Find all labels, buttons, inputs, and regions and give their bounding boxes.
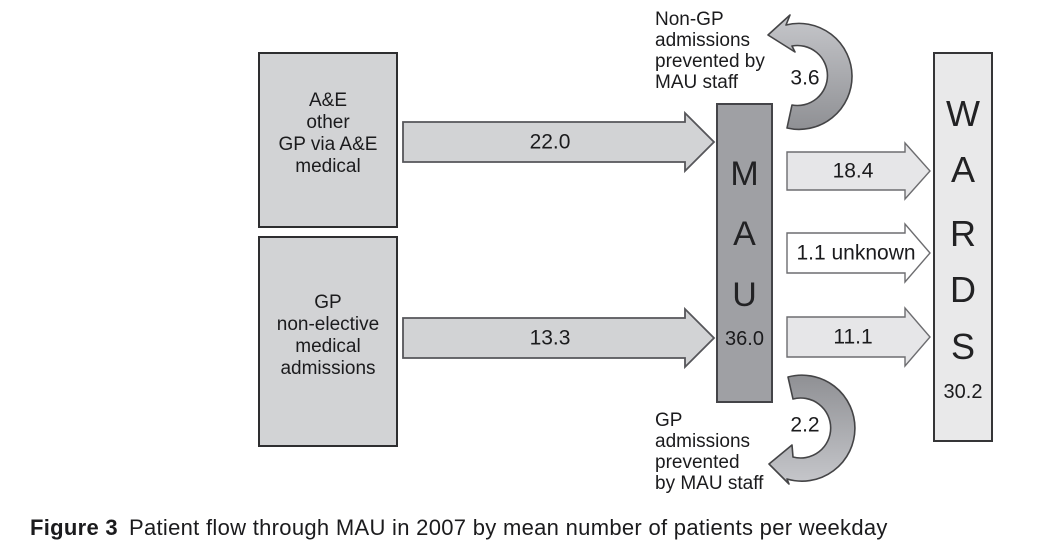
flow-value-mau-to-wards-lower: 11.1 bbox=[833, 325, 873, 349]
mau-letter: A bbox=[733, 215, 756, 253]
annotation-line: GP bbox=[655, 410, 683, 431]
annotation-non-gp-prevented: Non-GP admissions prevented by MAU staff bbox=[655, 9, 765, 93]
flow-value-ae-to-mau: 22.0 bbox=[529, 130, 571, 154]
wards-letter: S bbox=[950, 326, 975, 367]
source-box-ae-line: GP via A&E bbox=[278, 134, 378, 155]
source-box-gp-line: admissions bbox=[280, 358, 376, 379]
source-box-gp: GP non-elective medical admissions bbox=[258, 236, 398, 447]
annotation-line: MAU staff bbox=[655, 72, 739, 93]
mau-letter: M bbox=[730, 155, 759, 193]
wards-letter: W bbox=[946, 93, 980, 134]
curved-arrow-gp-prevented bbox=[768, 374, 856, 485]
mau-box: M A U 36.0 bbox=[716, 103, 773, 403]
figure-caption: Figure 3 Patient flow through MAU in 2007… bbox=[30, 515, 888, 541]
caption-label: Figure 3 bbox=[30, 515, 118, 540]
annotation-line: admissions bbox=[655, 431, 751, 452]
source-box-gp-line: non-elective bbox=[276, 314, 380, 335]
source-box-ae: A&E other GP via A&E medical bbox=[258, 52, 398, 228]
flow-value-gp-to-mau: 13.3 bbox=[529, 326, 571, 350]
source-box-ae-line: other bbox=[306, 112, 350, 133]
flow-arrow-mau-to-wards-upper bbox=[786, 141, 931, 201]
wards-letter: R bbox=[950, 213, 976, 254]
flow-value-non-gp-prevented: 3.6 bbox=[790, 66, 820, 90]
annotation-line: by MAU staff bbox=[655, 473, 764, 494]
wards-letter: D bbox=[950, 269, 976, 310]
flow-arrow-ae-to-mau bbox=[402, 110, 716, 174]
flow-value-mau-to-wards-upper: 18.4 bbox=[832, 159, 874, 183]
flow-arrow-mau-to-wards-lower bbox=[786, 306, 931, 368]
caption-text: Patient flow through MAU in 2007 by mean… bbox=[128, 515, 888, 540]
annotation-line: prevented bbox=[655, 452, 740, 473]
annotation-line: prevented by bbox=[655, 51, 765, 72]
annotation-line: admissions bbox=[655, 30, 751, 51]
source-box-gp-line: medical bbox=[295, 336, 361, 357]
source-box-ae-line: A&E bbox=[308, 90, 348, 111]
wards-letter: A bbox=[950, 149, 975, 190]
mau-total: 36.0 bbox=[725, 328, 764, 350]
flow-arrow-mau-to-wards-unknown bbox=[786, 222, 931, 284]
flow-value-mau-to-wards-unknown: 1.1 unknown bbox=[796, 241, 916, 265]
annotation-gp-prevented: GP admissions prevented by MAU staff bbox=[655, 410, 763, 494]
annotation-line: Non-GP bbox=[655, 9, 724, 30]
wards-box: W A R D S 30.2 bbox=[933, 52, 993, 442]
flow-arrow-gp-to-mau bbox=[402, 306, 716, 370]
flow-value-gp-prevented: 2.2 bbox=[790, 413, 820, 437]
mau-letter: U bbox=[732, 276, 757, 314]
wards-total: 30.2 bbox=[943, 381, 983, 403]
source-box-ae-line: medical bbox=[295, 156, 361, 177]
source-box-gp-line: GP bbox=[314, 292, 342, 313]
curved-arrow-non-gp-prevented bbox=[767, 14, 853, 131]
